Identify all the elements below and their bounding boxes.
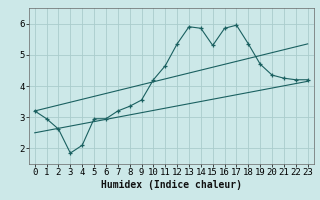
X-axis label: Humidex (Indice chaleur): Humidex (Indice chaleur) bbox=[101, 180, 242, 190]
